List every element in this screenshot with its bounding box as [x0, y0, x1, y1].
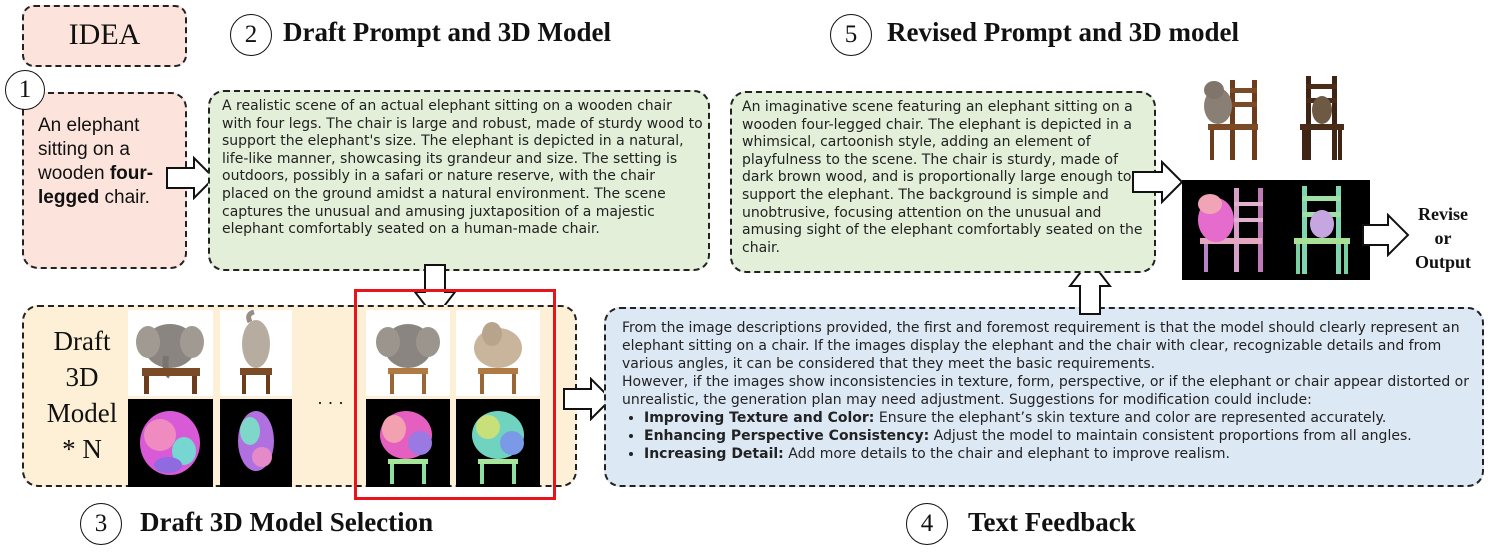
elephant-render-thumbnail — [366, 310, 450, 396]
feedback-suggestion: Enhancing Perspective Consistency: Adjus… — [644, 427, 1490, 445]
output-label: Output — [1414, 252, 1472, 272]
draft-label-1: Draft — [53, 326, 111, 356]
elephant-normal-map-thumbnail — [456, 399, 540, 487]
draft-prompt-text: A realistic scene of an actual elephant … — [222, 98, 703, 238]
suggestion-text: Adjust the model to maintain consistent … — [929, 428, 1412, 444]
draft-prompt-box: A realistic scene of an actual elephant … — [208, 90, 710, 271]
step-4-title: Text Feedback — [968, 507, 1136, 537]
arrow-right-icon — [1132, 160, 1184, 204]
suggestion-text: Add more details to the chair and elepha… — [783, 446, 1230, 462]
draft-label-3: Model — [46, 398, 118, 428]
elephant-chair-render — [1282, 72, 1362, 164]
suggestion-text: Ensure the elephant’s skin texture and c… — [874, 410, 1387, 426]
arrow-right-icon — [166, 156, 216, 200]
idea-label: IDEA — [68, 18, 141, 51]
elephant-render-thumbnail — [456, 310, 540, 396]
feedback-para-1: From the image descriptions provided, th… — [622, 320, 1460, 372]
ellipsis: · · · — [317, 393, 344, 413]
elephant-normal-map-thumbnail — [366, 399, 450, 487]
elephant-chair-normal-map — [1182, 180, 1276, 280]
step-4-circle: 4 — [906, 503, 948, 545]
suggestion-title: Enhancing Perspective Consistency: — [644, 428, 930, 444]
step-5-title: Revised Prompt and 3D model — [887, 17, 1240, 47]
feedback-suggestion: Improving Texture and Color: Ensure the … — [644, 409, 1490, 427]
feedback-suggestion: Increasing Detail: Add more details to t… — [644, 445, 1490, 463]
idea-text: An elephant sitting on a wooden — [38, 115, 140, 184]
idea-text-box: An elephant sitting on a wooden four-leg… — [22, 92, 187, 269]
selected-models-highlight — [354, 289, 556, 500]
arrow-right-icon — [1362, 213, 1410, 257]
idea-text-bold: four-legged — [38, 163, 154, 208]
suggestion-title: Increasing Detail: — [644, 446, 784, 462]
elephant-chair-render — [1188, 72, 1268, 164]
step-2-circle: 2 — [230, 14, 272, 56]
idea-text-end: chair. — [99, 187, 150, 208]
draft-label-2: 3D — [65, 362, 99, 392]
or-label: or — [1434, 228, 1452, 248]
draft-label-4: * N — [62, 434, 102, 464]
revised-prompt-text: An imaginative scene featuring an elepha… — [742, 99, 1143, 256]
step-5-circle: 5 — [830, 14, 872, 56]
feedback-suggestions-list: Improving Texture and Color: Ensure the … — [622, 409, 1490, 463]
step-3-title: Draft 3D Model Selection — [140, 507, 434, 537]
feedback-para-2: However, if the images show inconsistenc… — [622, 374, 1469, 408]
revised-prompt-box: An imaginative scene featuring an elepha… — [730, 91, 1156, 273]
elephant-render-thumbnail — [128, 310, 213, 396]
arrow-up-icon — [1068, 258, 1112, 315]
step-1-circle: 1 — [5, 70, 45, 110]
revise-or-output-label: Revise or Output — [1405, 202, 1481, 274]
elephant-normal-map-thumbnail — [128, 399, 213, 487]
elephant-render-thumbnail — [220, 310, 292, 396]
feedback-box: From the image descriptions provided, th… — [604, 307, 1484, 487]
elephant-chair-normal-map — [1276, 180, 1370, 280]
step-3-circle: 3 — [80, 503, 122, 545]
suggestion-title: Improving Texture and Color: — [644, 410, 875, 426]
revise-label: Revise — [1418, 204, 1468, 224]
idea-box: IDEA — [22, 5, 187, 67]
elephant-normal-map-thumbnail — [220, 399, 292, 487]
arrow-right-icon — [563, 377, 613, 421]
step-2-title: Draft Prompt and 3D Model — [283, 17, 611, 47]
